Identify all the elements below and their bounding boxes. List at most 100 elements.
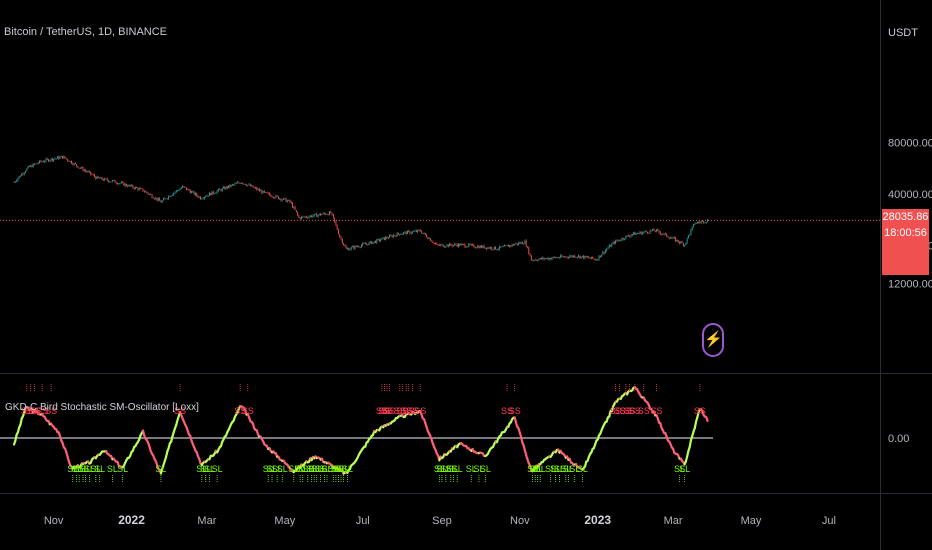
- candle-body: [37, 162, 39, 164]
- time-tick-label: Nov: [44, 515, 64, 527]
- candle-body: [183, 186, 185, 187]
- candle-body: [366, 243, 368, 245]
- candle-body: [108, 180, 110, 182]
- lightning-bolt-icon[interactable]: ⚡: [702, 323, 724, 357]
- candle-body: [306, 216, 307, 218]
- candle-body: [179, 188, 181, 191]
- candle-body: [424, 233, 426, 235]
- candle-body: [283, 198, 284, 200]
- candle-body: [481, 245, 482, 248]
- candle-body: [581, 255, 583, 257]
- candle-body: [309, 215, 311, 217]
- candle-body: [113, 180, 115, 181]
- candle-body: [661, 233, 663, 235]
- candle-body: [704, 222, 706, 224]
- candle-body: [442, 244, 444, 247]
- oscillator-segment: [705, 416, 709, 422]
- candle-body: [72, 163, 74, 165]
- candle-body: [97, 176, 99, 178]
- candle-body: [621, 238, 623, 241]
- candle-body: [281, 199, 283, 201]
- sl-signal-label: SL: [196, 464, 207, 474]
- sl-signal-label: SL: [569, 464, 580, 474]
- candle-body: [592, 256, 594, 259]
- candle-body: [659, 232, 661, 234]
- candle-body: [403, 232, 405, 234]
- candle-body: [460, 243, 462, 246]
- candle-body: [664, 233, 666, 235]
- candle-body: [682, 242, 684, 246]
- candle-body: [203, 197, 205, 199]
- sl-signal-label: SL: [328, 464, 339, 474]
- candle-body: [491, 247, 493, 250]
- candle-body: [458, 243, 459, 247]
- candle-body: [321, 214, 323, 216]
- candle-body: [636, 233, 638, 235]
- price-tick-label: 40000.00: [888, 189, 932, 201]
- candle-body: [539, 257, 541, 260]
- ss-signal-label: SS: [36, 406, 48, 416]
- candle-body: [284, 198, 286, 200]
- sl-signal-label: SL: [309, 464, 320, 474]
- candle-body: [23, 172, 25, 175]
- candle-body: [607, 247, 609, 250]
- candle-body: [252, 185, 254, 188]
- candle-body: [375, 241, 376, 243]
- time-tick-label: 2022: [118, 513, 145, 527]
- candle-body: [210, 192, 212, 196]
- candle-body: [320, 213, 322, 216]
- candle-body: [215, 192, 217, 194]
- candle-body: [603, 251, 605, 254]
- candle-body: [432, 241, 434, 243]
- candle-body: [371, 241, 373, 244]
- candle-body: [584, 255, 586, 259]
- candle-body: [551, 258, 553, 260]
- candle-body: [699, 222, 701, 224]
- sl-signal-label: SL: [306, 464, 317, 474]
- candle-body: [446, 244, 448, 247]
- candle-body: [223, 186, 224, 189]
- candle-body: [142, 188, 144, 192]
- candle-body: [652, 229, 654, 231]
- candle-body: [395, 235, 397, 237]
- candle-body: [447, 244, 449, 247]
- candle-body: [575, 256, 577, 258]
- candle-body: [35, 163, 37, 165]
- ss-signal-label: SS: [378, 406, 390, 416]
- candle-body: [677, 239, 679, 243]
- candle-body: [436, 243, 438, 245]
- sl-signal-label: SL: [204, 464, 215, 474]
- ss-signal-label: SS: [501, 406, 513, 416]
- candle-body: [647, 231, 648, 234]
- candle-body: [146, 191, 148, 193]
- candle-body: [506, 245, 508, 247]
- candle-body: [101, 177, 103, 180]
- candle-body: [111, 180, 113, 182]
- candle-body: [675, 237, 677, 242]
- ss-signal-label: SS: [509, 406, 521, 416]
- candle-body: [552, 256, 554, 259]
- candle-body: [298, 215, 300, 218]
- candle-body: [261, 190, 263, 194]
- candle-body: [265, 192, 267, 193]
- sl-signal-label: SL: [440, 464, 451, 474]
- candle-body: [295, 209, 297, 213]
- candle-body: [100, 177, 102, 179]
- candle-body: [110, 181, 112, 183]
- candle-body: [77, 166, 79, 168]
- candle-body: [132, 185, 134, 188]
- indicator-label[interactable]: GKD-C Bird Stochastic SM-Oscillator [Lox…: [5, 402, 199, 413]
- candle-body: [579, 255, 581, 259]
- candle-body: [381, 238, 383, 240]
- candle-body: [143, 191, 145, 193]
- candle-body: [377, 239, 379, 240]
- candle-body: [41, 161, 43, 163]
- candle-body: [81, 167, 83, 169]
- candle-body: [55, 158, 57, 160]
- candle-body: [145, 191, 147, 193]
- candle-body: [64, 156, 66, 159]
- candle-body: [119, 183, 121, 184]
- candle-body: [643, 231, 645, 233]
